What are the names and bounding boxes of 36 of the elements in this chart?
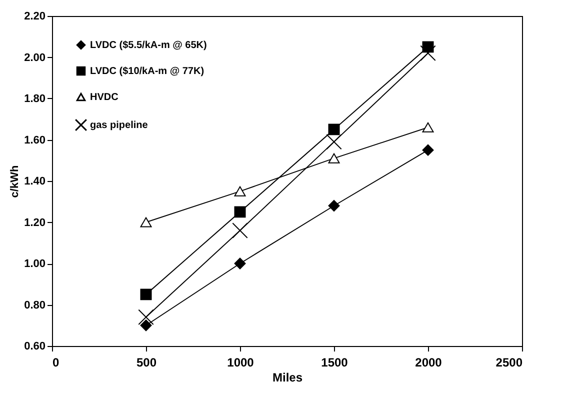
point — [234, 186, 246, 196]
point — [422, 144, 434, 156]
point — [140, 288, 152, 300]
x-tick-label: 0 — [52, 356, 60, 370]
x-tick-label: 500 — [136, 356, 157, 370]
point — [140, 217, 152, 228]
y-tick-label: 2.00 — [24, 52, 46, 64]
legend-label: LVDC ($5.5/kA-m @ 65K) — [90, 40, 207, 51]
x-tick-label: 2500 — [496, 356, 523, 370]
legend-label: gas pipeline — [90, 120, 148, 131]
y-axis-title: c/kWh — [9, 165, 22, 198]
x-tick-label: 1000 — [227, 356, 254, 370]
point — [232, 222, 248, 238]
y-tick-label: 1.00 — [24, 258, 46, 270]
x-tick-label: 1500 — [321, 356, 348, 370]
point — [328, 200, 340, 212]
y-tick-label: 1.20 — [24, 216, 46, 229]
y-tick-label: 1.60 — [24, 134, 46, 146]
point — [422, 122, 434, 132]
y-tick-label: 0.60 — [24, 340, 46, 352]
point — [138, 309, 154, 325]
legend-label: HVDC — [90, 92, 118, 103]
point — [420, 45, 436, 61]
y-tick-label: 2.20 — [24, 10, 46, 22]
y-tick-label: 1.40 — [24, 176, 46, 188]
point — [326, 134, 342, 150]
point — [234, 258, 246, 270]
point — [234, 206, 246, 218]
y-tick-label: 1.80 — [24, 93, 46, 105]
x-tick-label: 2000 — [415, 356, 442, 370]
point — [328, 153, 340, 164]
x-axis-title: Miles — [272, 370, 303, 384]
point — [328, 124, 340, 136]
point — [140, 320, 152, 332]
y-tick-label: 0.80 — [24, 299, 46, 312]
legend-label: LVDC ($10/kA-m @ 77K) — [90, 66, 204, 77]
